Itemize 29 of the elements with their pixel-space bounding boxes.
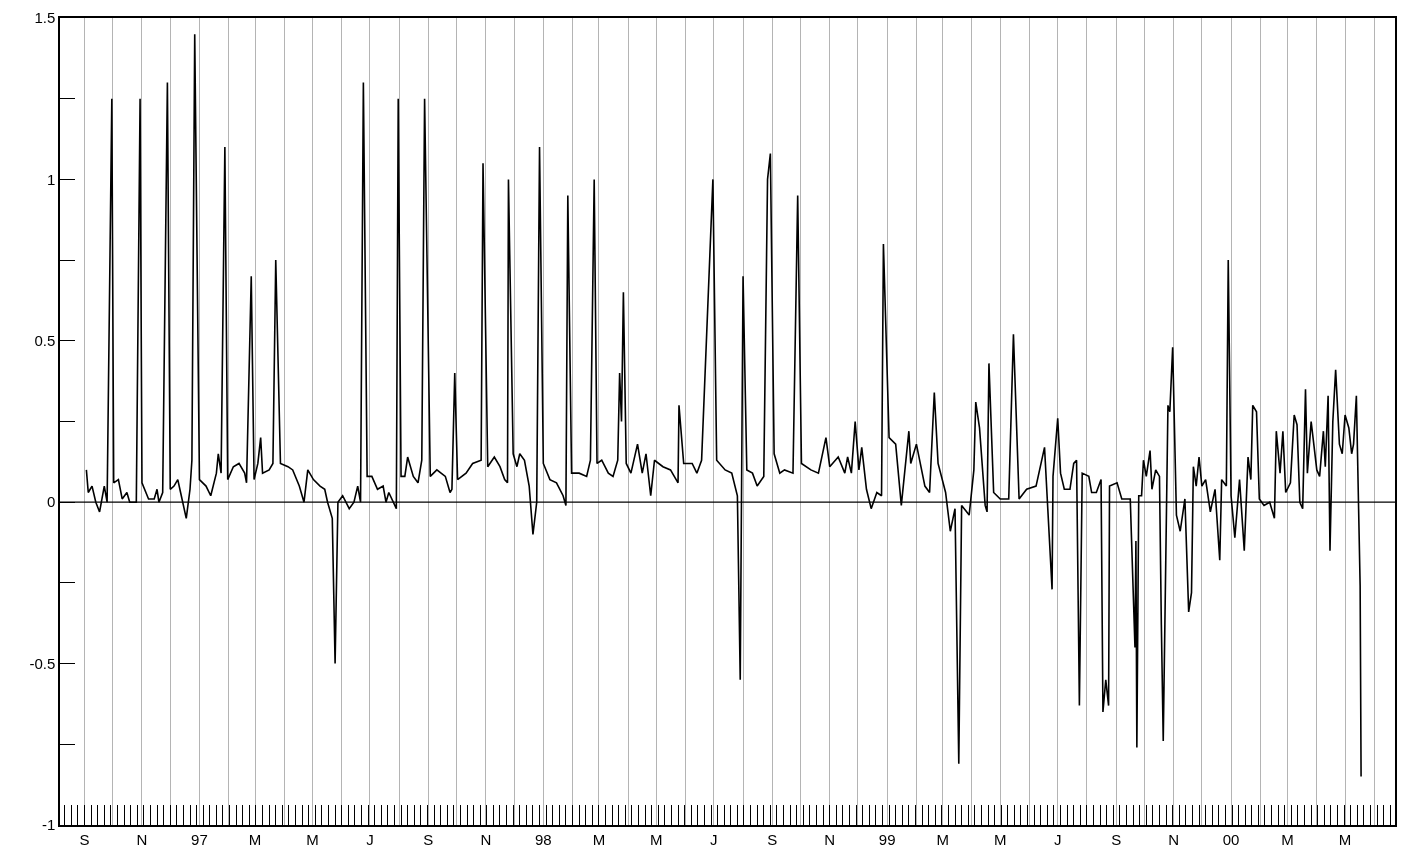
x-tick-label: S — [767, 830, 778, 848]
y-tick-label: 1.5 — [34, 9, 56, 27]
x-tick-label: N — [1168, 830, 1180, 848]
x-tick-label: M — [592, 830, 606, 848]
x-tick-label: 99 — [878, 830, 896, 848]
x-tick-label: S — [423, 830, 434, 848]
x-tick-label: M — [306, 830, 319, 848]
x-tick-label: M — [936, 830, 950, 848]
x-tick-label: 00 — [1222, 830, 1240, 848]
y-tick-label: 0 — [46, 493, 56, 511]
x-tick-label: 98 — [534, 830, 552, 848]
x-tick-label: N — [136, 830, 148, 848]
x-tick-label: M — [1338, 830, 1352, 848]
x-tick-label: S — [79, 830, 90, 848]
x-tick-label: N — [480, 830, 492, 848]
x-tick-label: M — [248, 830, 262, 848]
x-tick-label: 97 — [191, 830, 208, 848]
y-tick-label: 0.5 — [34, 332, 56, 350]
x-tick-label: J — [1053, 830, 1062, 848]
x-tick-label: M — [650, 830, 663, 848]
x-tick-label: S — [1111, 830, 1122, 848]
x-tick-label: M — [994, 830, 1007, 848]
x-tick-label: J — [366, 830, 374, 848]
y-tick-label: -0.5 — [29, 654, 56, 672]
x-tick-label: M — [1281, 830, 1294, 848]
y-tick-label: 1 — [46, 170, 56, 188]
x-tick-label: N — [824, 830, 836, 848]
y-tick-label: -1 — [41, 816, 56, 834]
x-tick-label: J — [710, 830, 718, 848]
